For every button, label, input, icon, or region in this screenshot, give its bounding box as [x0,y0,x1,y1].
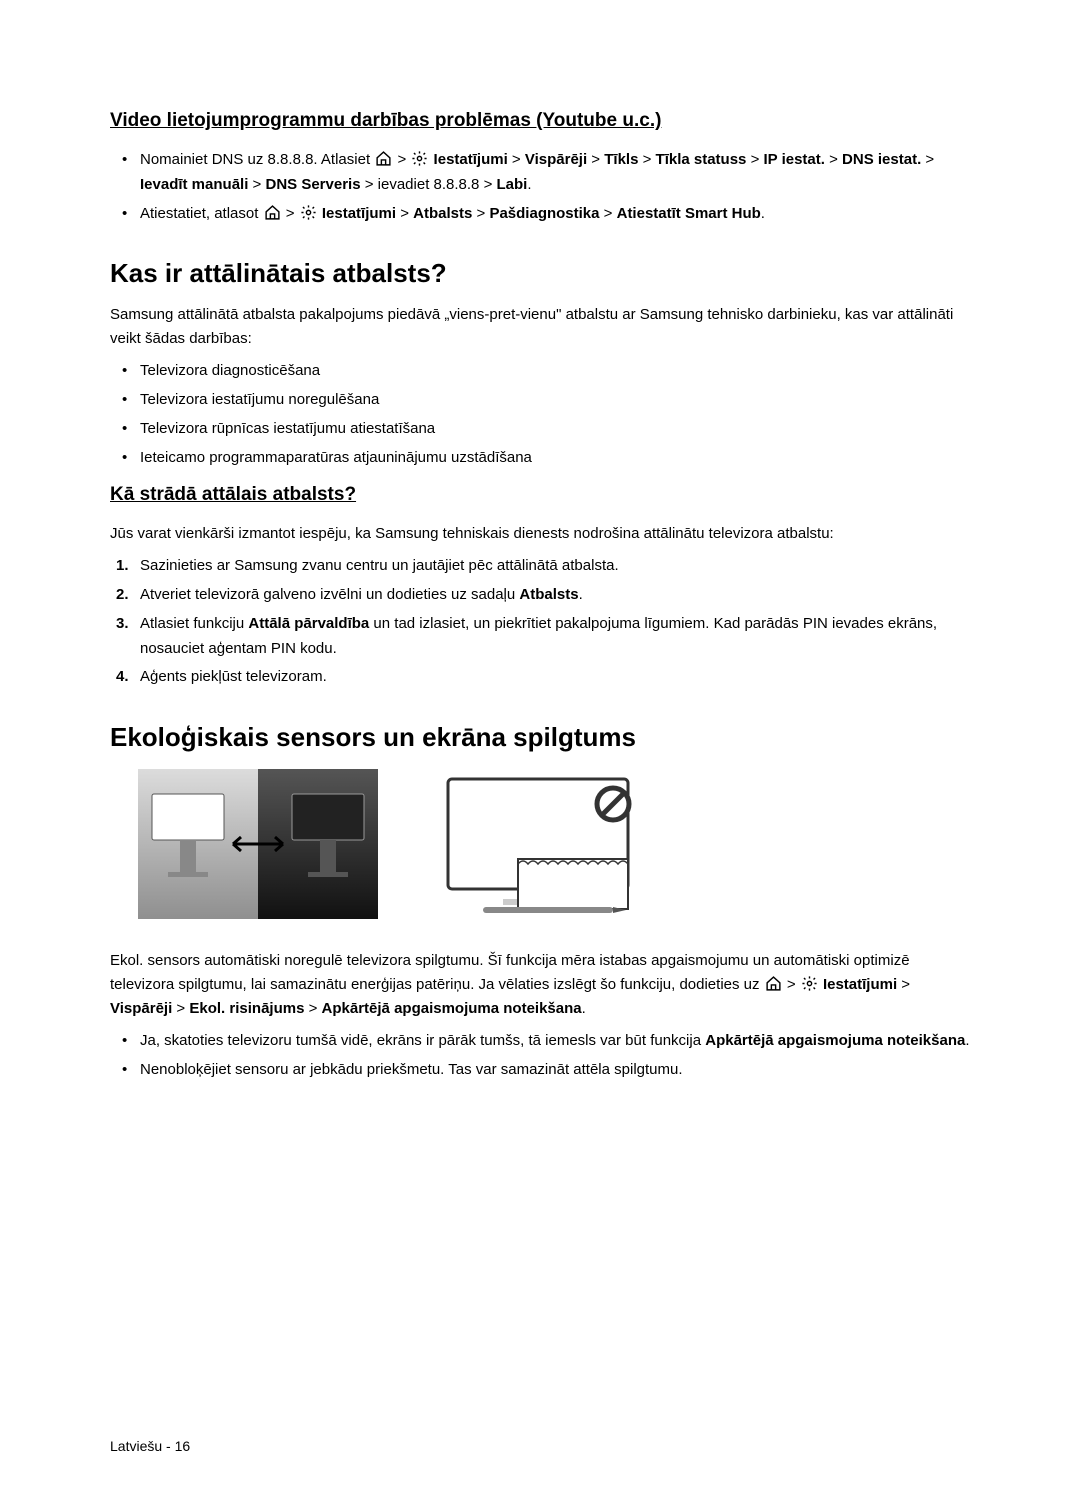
bold: Apkārtējā apgaismojuma noteikšana [705,1032,965,1049]
how-heading: Kā strādā attālais atbalsts? [110,484,970,506]
bold: Attālā pārvaldība [248,615,369,632]
remote-intro: Samsung attālinātā atbalsta pakalpojums … [110,303,970,351]
bold: Tīkls [604,151,638,168]
gt: > [600,205,617,222]
gt: > [746,151,763,168]
video-bullet-2: Atiestatiet, atlasot > Iestatījumi > Atb… [140,202,970,227]
home-icon [264,204,281,221]
eco-image-row [138,769,970,919]
gear-icon [801,975,818,992]
home-icon [375,150,392,167]
gt: > [484,176,497,193]
gt: > [396,205,413,222]
remote-b1: Televizora diagnosticēšana [140,359,970,384]
bold: Vispārēji [110,1000,172,1017]
bold: IP iestat. [764,151,825,168]
text: Atlasiet funkciju [140,615,248,632]
video-bullet-1: Nomainiet DNS uz 8.8.8.8. Atlasiet > Ies… [140,148,970,198]
text: Atiestatiet, atlasot [140,205,263,222]
eco-b1: Ja, skatoties televizoru tumšā vidē, ekr… [140,1029,970,1054]
bold: Ievadīt manuāli [140,176,248,193]
tv-brightness-icon [138,769,378,919]
bold: Vispārēji [525,151,587,168]
gt: > [304,1000,321,1017]
bold: Apkārtējā apgaismojuma noteikšana [322,1000,582,1017]
gt: > [587,151,604,168]
eco-b2: Nenobloķējiet sensoru ar jebkādu priekšm… [140,1058,970,1083]
eco-heading: Ekoloģiskais sensors un ekrāna spilgtums [110,722,970,753]
eco-para: Ekol. sensors automātiski noregulē telev… [110,949,970,1021]
bold: DNS Serveris [265,176,360,193]
bold: Atiestatīt Smart Hub [617,205,761,222]
bold: Ekol. risinājums [189,1000,304,1017]
gt: > [361,176,378,193]
dot: . [965,1032,969,1049]
dot: . [527,176,531,193]
gt: > [172,1000,189,1017]
gt: > [508,151,525,168]
bold: Atbalsts [413,205,472,222]
page-footer: Latviešu - 16 [110,1438,190,1454]
gear-icon [411,150,428,167]
dot: . [579,586,583,603]
gt: > [393,151,410,168]
bold: DNS iestat. [842,151,921,168]
dot: . [582,1000,586,1017]
dot: . [761,205,765,222]
gt: > [472,205,489,222]
bold: Labi [497,176,528,193]
bold: Atbalsts [519,586,578,603]
remote-heading: Kas ir attālinātais atbalsts? [110,258,970,289]
text: Ja, skatoties televizoru tumšā vidē, ekr… [140,1032,705,1049]
how-s4: Aģents piekļūst televizoram. [140,665,970,690]
text: Nomainiet DNS uz 8.8.8.8. Atlasiet [140,151,374,168]
how-s1: Sazinieties ar Samsung zvanu centru un j… [140,554,970,579]
bold: Iestatījumi [429,151,507,168]
video-bullets: Nomainiet DNS uz 8.8.8.8. Atlasiet > Ies… [110,148,970,226]
bold: Iestatījumi [823,976,897,993]
gt: > [897,976,910,993]
gt: > [825,151,842,168]
text: ievadiet 8.8.8.8 [378,176,484,193]
how-s2: Atveriet televizorā galveno izvēlni un d… [140,583,970,608]
gt: > [638,151,655,168]
remote-b3: Televizora rūpnīcas iestatījumu atiestat… [140,417,970,442]
bold: Pašdiagnostika [489,205,599,222]
bold: Tīkla statuss [656,151,747,168]
how-s3: Atlasiet funkciju Attālā pārvaldība un t… [140,612,970,662]
how-intro: Jūs varat vienkārši izmantot iespēju, ka… [110,522,970,546]
remote-b2: Televizora iestatījumu noregulēšana [140,388,970,413]
remote-bullets: Televizora diagnosticēšana Televizora ie… [110,359,970,470]
gear-icon [300,204,317,221]
tv-blocked-sensor-icon [418,769,658,919]
video-heading: Video lietojumprogrammu darbības problēm… [110,110,970,132]
gt: > [921,151,934,168]
text: Atveriet televizorā galveno izvēlni un d… [140,586,519,603]
home-icon [765,975,782,992]
bold: Iestatījumi [318,205,396,222]
gt: > [783,976,800,993]
gt: > [248,176,265,193]
remote-b4: Ieteicamo programmaparatūras atjaunināju… [140,446,970,471]
gt: > [282,205,299,222]
how-steps: Sazinieties ar Samsung zvanu centru un j… [110,554,970,690]
eco-bullets: Ja, skatoties televizoru tumšā vidē, ekr… [110,1029,970,1083]
